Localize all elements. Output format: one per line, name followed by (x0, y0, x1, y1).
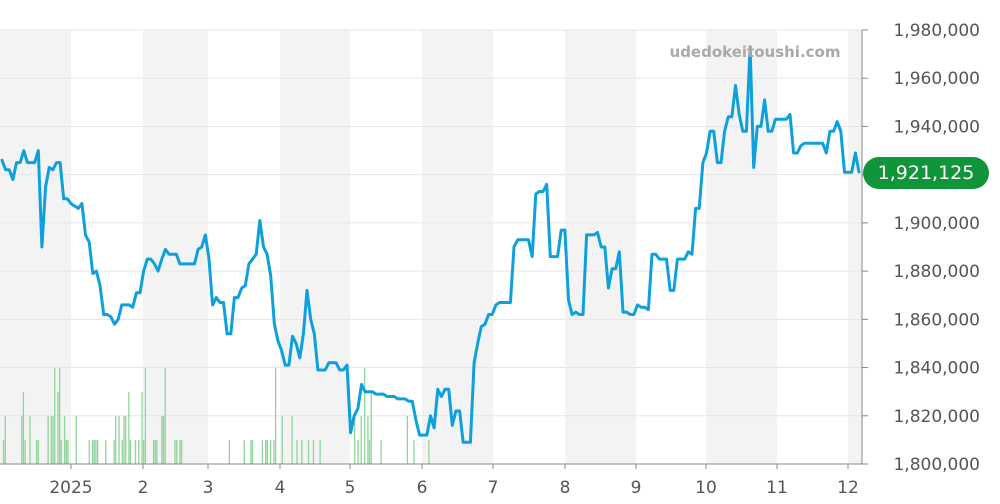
y-tick-label: 1,880,000 (893, 262, 980, 282)
watermark: udedokeitoushi.com (669, 43, 841, 61)
y-tick-label: 1,940,000 (893, 117, 980, 137)
volume-bars (2, 368, 430, 464)
y-tick-label: 1,800,000 (893, 455, 980, 475)
y-tick-label: 1,960,000 (893, 69, 980, 89)
price-line (0, 45, 861, 444)
x-tick-label: 2025 (49, 478, 92, 498)
y-tick-label: 1,860,000 (893, 310, 980, 330)
y-tick-label: 1,980,000 (893, 21, 980, 41)
month-band (280, 30, 350, 464)
x-tick-label: 3 (203, 478, 214, 498)
y-tick-label: 1,840,000 (893, 359, 980, 379)
x-tick-label: 2 (138, 478, 149, 498)
x-tick-label: 12 (837, 478, 859, 498)
x-tick-label: 5 (345, 478, 356, 498)
x-tick-label: 9 (631, 478, 642, 498)
x-tick-label: 4 (275, 478, 286, 498)
month-band (848, 30, 862, 464)
x-tick-label: 10 (695, 478, 717, 498)
current-price-badge: 1,921,125 (863, 157, 989, 189)
x-tick-label: 6 (417, 478, 428, 498)
x-axis: 2025 2 3 4 5 6 7 8 9 10 11 12 (0, 463, 862, 498)
month-band (706, 30, 777, 464)
y-axis: 1,800,000 1,820,000 1,840,000 1,860,000 1,88… (861, 21, 980, 475)
x-tick-label: 8 (560, 478, 571, 498)
y-tick-label: 1,900,000 (893, 214, 980, 234)
y-tick-label: 1,820,000 (893, 407, 980, 427)
x-tick-label: 11 (766, 478, 788, 498)
month-band (143, 30, 208, 464)
x-tick-label: 7 (488, 478, 499, 498)
price-series (0, 45, 861, 444)
month-band (422, 30, 493, 464)
